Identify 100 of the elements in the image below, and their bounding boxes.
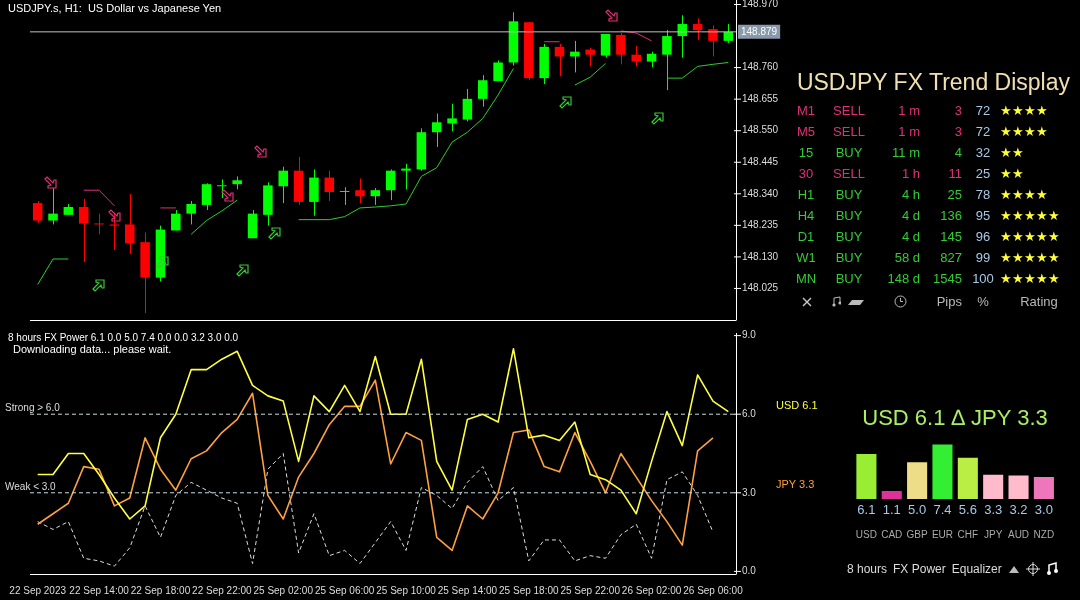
text: 4	[953, 144, 963, 162]
text: Pips	[935, 293, 963, 311]
text: ★★★★	[1000, 123, 1049, 141]
candlestick	[278, 166, 288, 204]
y-tick-label: 148.130	[742, 250, 779, 262]
text: ★★★★★	[1000, 270, 1061, 288]
y-tick-label: 148.445	[742, 156, 779, 167]
data-label: 6.1	[857, 502, 876, 518]
y-tick-label: 9.0	[742, 329, 757, 341]
x-tick-label: NZD	[1033, 528, 1055, 540]
y-tick-label: 3.0	[742, 486, 757, 498]
data-label: 5.6	[958, 502, 977, 518]
candlestick	[447, 103, 457, 132]
text: Downloading data... please wait.	[13, 343, 172, 355]
candlestick	[662, 29, 672, 91]
text: SELL	[832, 165, 866, 183]
bar	[1033, 476, 1054, 499]
text: 95	[974, 207, 992, 225]
text: %	[976, 293, 990, 311]
candlestick	[478, 74, 488, 108]
data-label: 1.1	[882, 502, 901, 518]
text: USDJPY FX Trend Display	[795, 68, 1071, 97]
x-tick-label: 22 Sep 22:00	[192, 584, 253, 596]
chart-title: 8 hours FX Power 6.1 0.0 5.0 7.4 0.0 0.0 3.2 3.0 0.0	[8, 332, 239, 343]
y-tick-label: 148.025	[742, 282, 779, 294]
text: 11	[947, 165, 963, 183]
text: ★★★★	[1000, 186, 1049, 204]
y-tick-label: 148.235	[742, 219, 779, 231]
x-tick-label: 22 Sep 2023	[9, 584, 67, 596]
candlestick	[631, 45, 641, 67]
text: D1	[796, 228, 816, 246]
candlestick	[431, 113, 442, 148]
text: 11 m	[891, 144, 921, 162]
text: 148 d	[886, 270, 921, 288]
text: M1	[795, 102, 817, 120]
text: 96	[974, 228, 992, 246]
bar	[957, 457, 978, 499]
text: BUY	[834, 144, 864, 162]
x-tick-label: 25 Sep 18:00	[499, 584, 559, 596]
candlestick	[186, 200, 196, 225]
bar	[983, 474, 1004, 499]
ref-line-label: 148.879	[741, 25, 778, 37]
x-tick-label: EUR	[931, 528, 954, 540]
text: 4 h	[900, 186, 921, 204]
y-tick-label: 148.655	[742, 92, 779, 104]
text: 4 d	[900, 228, 921, 246]
x-tick-label: 25 Sep 22:00	[560, 584, 621, 596]
x-tick-label: 25 Sep 02:00	[253, 584, 314, 596]
text: H1	[796, 186, 816, 204]
x-tick-label: USD	[855, 528, 877, 540]
text: BUY	[834, 249, 864, 267]
text: 1 m	[897, 102, 921, 120]
x-tick-label: JPY	[984, 528, 1003, 540]
text: MN	[794, 270, 818, 288]
x-tick-label: GBP	[906, 528, 928, 540]
text: 32	[974, 144, 992, 162]
text: 136	[939, 207, 963, 225]
bar	[907, 462, 928, 499]
x-tick-label: 25 Sep 06:00	[314, 584, 375, 596]
text: JPY 3.3	[776, 477, 815, 490]
candlestick	[385, 168, 396, 201]
x-tick-label: CAD	[881, 528, 903, 540]
line-series	[37, 453, 714, 567]
x-tick-label: CHF	[957, 528, 979, 540]
text: 58 d	[893, 249, 921, 267]
text: BUY	[834, 207, 864, 225]
text: BUY	[834, 228, 864, 246]
text: ★★	[1000, 144, 1025, 162]
text: 827	[939, 249, 963, 267]
data-label: 7.4	[933, 502, 952, 518]
text: 4 d	[900, 207, 921, 225]
text: 145	[939, 228, 963, 246]
x-tick-label: AUD	[1007, 528, 1030, 540]
text: 1 h	[900, 165, 921, 183]
text: M5	[795, 123, 817, 141]
text: 78	[974, 186, 992, 204]
text: 25	[946, 186, 963, 204]
text: H4	[796, 207, 816, 225]
data-label: 3.3	[984, 502, 1003, 518]
text: SELL	[832, 123, 866, 141]
text: BUY	[834, 186, 864, 204]
candlestick	[401, 163, 411, 190]
text: 1 m	[897, 123, 921, 141]
bar	[932, 444, 953, 499]
text: 3	[953, 102, 963, 120]
text: SELL	[832, 102, 866, 120]
candlestick	[78, 198, 89, 263]
ref-line-label: Weak < 3.0	[5, 480, 57, 492]
text: 25	[974, 165, 992, 183]
text: ★★★★★	[1000, 207, 1061, 225]
data-label: 3.2	[1009, 502, 1028, 518]
text: ★★	[1000, 165, 1025, 183]
candlestick	[462, 88, 473, 122]
text: 15	[797, 144, 815, 162]
candlestick	[201, 182, 212, 211]
text: ★★★★★	[1000, 249, 1061, 267]
text: Equalizer	[951, 562, 1002, 576]
candlestick	[48, 187, 58, 225]
text: BUY	[834, 270, 864, 288]
x-tick-label: 25 Sep 14:00	[437, 584, 498, 596]
